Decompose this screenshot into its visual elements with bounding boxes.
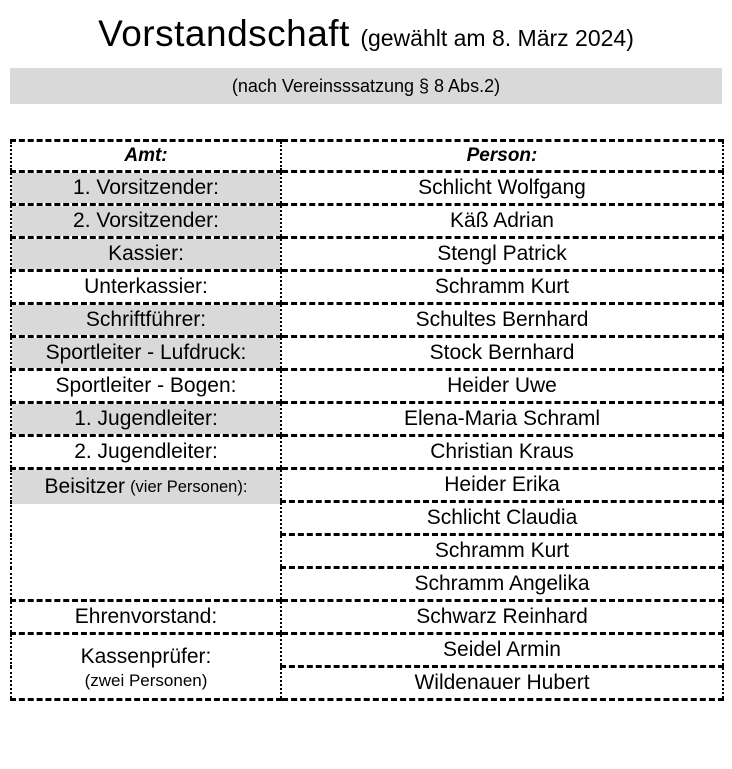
table-row: Sportleiter - Lufdruck: Stock Bernhard — [10, 335, 724, 371]
table-row: Sportleiter - Bogen: Heider Uwe — [10, 368, 724, 404]
person-cell: Schultes Bernhard — [280, 302, 724, 338]
table-row: 1. Jugendleiter: Elena-Maria Schraml — [10, 401, 724, 437]
amt-cell-beisitzer: Beisitzer (vier Personen): — [10, 467, 282, 602]
table-row: 2. Vorsitzender: Käß Adrian — [10, 203, 724, 239]
amt-cell: Unterkassier: — [10, 269, 282, 305]
table-row: Kassenprüfer: (zwei Personen) Seidel Arm… — [10, 632, 724, 701]
person-cell: Schlicht Claudia — [280, 500, 724, 536]
beisitzer-note: (vier Personen): — [130, 477, 248, 496]
table-row: Schramm Angelika — [11, 566, 724, 602]
table-row: Unterkassier: Schramm Kurt — [10, 269, 724, 305]
amt-cell-kassenpruefer: Kassenprüfer: (zwei Personen) — [10, 632, 282, 701]
subtitle-bar: (nach Vereinsssatzung § 8 Abs.2) — [10, 68, 722, 104]
page-title-main: Vorstandschaft — [98, 13, 350, 54]
amt-cell: Ehrenvorstand: — [10, 599, 282, 635]
person-cell: Schwarz Reinhard — [280, 599, 724, 635]
column-header-person: Person: — [280, 139, 724, 173]
page-title: Vorstandschaft (gewählt am 8. März 2024) — [0, 0, 732, 64]
table-row: Ehrenvorstand: Schwarz Reinhard — [10, 599, 724, 635]
table-row: Schramm Kurt — [11, 533, 724, 569]
kassenpruefer-note: (zwei Personen) — [84, 670, 208, 690]
amt-cell: Schriftführer: — [10, 302, 282, 338]
board-table: Amt: Person: 1. Vorsitzender: Schlicht W… — [10, 139, 724, 701]
amt-cell: Sportleiter - Lufdruck: — [10, 335, 282, 371]
person-cell: Christian Kraus — [280, 434, 724, 470]
header-row: Amt: Person: — [10, 139, 724, 173]
person-cell: Käß Adrian — [280, 203, 724, 239]
person-cell: Stengl Patrick — [280, 236, 724, 272]
beisitzer-label: Beisitzer — [44, 475, 126, 498]
page-title-suffix: (gewählt am 8. März 2024) — [360, 25, 634, 51]
person-cell: Schramm Kurt — [280, 269, 724, 305]
table-row: Wildenauer Hubert — [11, 665, 724, 701]
person-cell: Stock Bernhard — [280, 335, 724, 371]
person-cell: Schlicht Wolfgang — [280, 170, 724, 206]
amt-cell: 1. Vorsitzender: — [10, 170, 282, 206]
table-row: Kassier: Stengl Patrick — [10, 236, 724, 272]
person-cell: Heider Erika — [280, 467, 724, 503]
amt-cell: 2. Vorsitzender: — [10, 203, 282, 239]
amt-cell: 1. Jugendleiter: — [10, 401, 282, 437]
column-header-amt: Amt: — [10, 139, 282, 173]
table-row: 2. Jugendleiter: Christian Kraus — [10, 434, 724, 470]
person-cell: Seidel Armin — [280, 632, 724, 668]
amt-cell: Kassier: — [10, 236, 282, 272]
person-cell: Wildenauer Hubert — [280, 665, 724, 701]
table-row: 1. Vorsitzender: Schlicht Wolfgang — [10, 170, 724, 206]
table-row: Schlicht Claudia — [11, 500, 724, 536]
table-row: Schriftführer: Schultes Bernhard — [10, 302, 724, 338]
person-cell: Schramm Kurt — [280, 533, 724, 569]
person-cell: Heider Uwe — [280, 368, 724, 404]
person-cell: Elena-Maria Schraml — [280, 401, 724, 437]
table-row: Beisitzer (vier Personen): Heider Erika — [10, 467, 724, 602]
amt-cell: 2. Jugendleiter: — [10, 434, 282, 470]
person-cell: Schramm Angelika — [280, 566, 724, 602]
kassenpruefer-label: Kassenprüfer: — [80, 644, 212, 668]
amt-cell: Sportleiter - Bogen: — [10, 368, 282, 404]
beisitzer-label-strip: Beisitzer (vier Personen): — [13, 471, 279, 504]
